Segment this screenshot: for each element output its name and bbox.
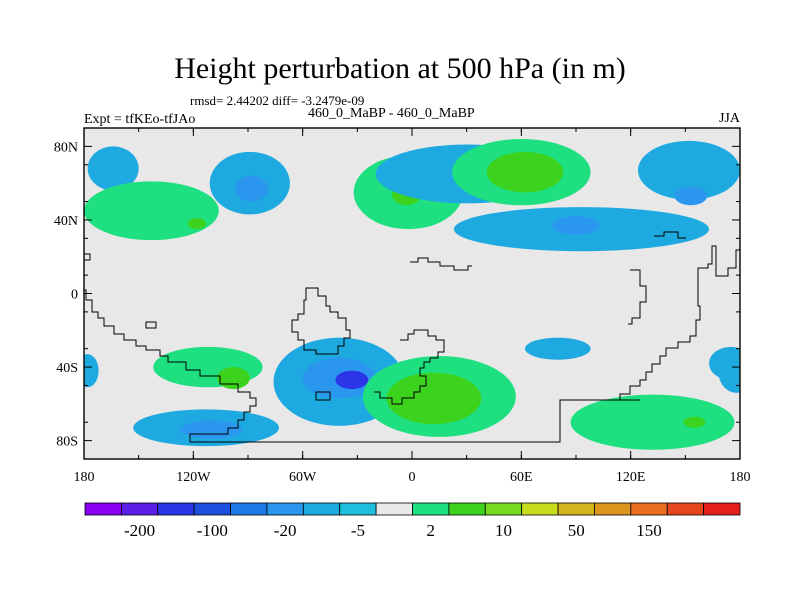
colorbar-swatch: [630, 502, 668, 516]
coastline-east-pacific: [619, 245, 740, 400]
contour-region-9: [486, 151, 564, 193]
coastline-west-edge: [84, 253, 91, 261]
colorbar-swatch: [230, 502, 268, 516]
colorbar-label: 10: [495, 521, 512, 540]
coastline-south-small: [315, 391, 331, 401]
contour-region-2: [235, 175, 269, 202]
colorbar-label: 150: [636, 521, 662, 540]
contour-region-12: [637, 140, 740, 200]
colorbar-label: 50: [568, 521, 585, 540]
colorbar-label: -5: [351, 521, 365, 540]
colorbar-swatch: [339, 502, 377, 516]
contour-region-17: [84, 354, 99, 388]
contour-region-24: [386, 372, 482, 425]
contour-region-27: [570, 394, 735, 450]
coastline-pacific-island: [628, 269, 647, 325]
x-tick-label: 60E: [510, 470, 533, 485]
contour-region-13: [674, 186, 708, 206]
contour-region-16: [718, 348, 740, 393]
coastline-central: [291, 287, 351, 355]
colorbar-swatch: [484, 502, 523, 516]
case-label: 460_0_MaBP - 460_0_MaBP: [308, 106, 475, 121]
colorbar-swatch: [375, 502, 413, 516]
coastline-east: [410, 257, 472, 271]
contour-region-22: [335, 370, 369, 390]
x-axis: 180 120W 60W 0 60E 120E 180: [74, 128, 751, 485]
experiment-label: Expt = tfKEo-tfJAo: [84, 112, 196, 127]
coastline-africa: [374, 329, 445, 405]
contour-region-28: [683, 416, 706, 428]
x-tick-label: 0: [409, 470, 416, 485]
y-tick-label: 80S: [56, 435, 78, 450]
contour-region-4: [187, 218, 207, 230]
y-tick-label: 40S: [56, 361, 78, 376]
chart-title: Height perturbation at 500 hPa (in m): [174, 52, 626, 85]
colorbar-label: -20: [274, 521, 297, 540]
contour-region-0: [87, 146, 139, 191]
colorbar-swatch: [412, 502, 450, 516]
colorbar-swatch: [266, 502, 304, 516]
contour-region-3: [84, 181, 219, 241]
colorbar-swatch: [302, 502, 341, 516]
y-tick-label: 80N: [54, 140, 78, 155]
colorbar-swatch: [120, 502, 159, 516]
colorbar-swatch: [594, 502, 632, 516]
y-tick-label: 0: [71, 288, 78, 303]
contour-region-11: [552, 216, 600, 235]
y-axis: 80N 40N 0 40S 80S: [54, 127, 740, 460]
x-tick-label: 120W: [176, 470, 211, 485]
colorbar-swatch: [557, 502, 595, 516]
colorbar-label: 2: [426, 521, 435, 540]
y-tick-label: 40N: [54, 214, 78, 229]
colorbar-swatch: [448, 502, 486, 516]
colorbar-swatch: [521, 502, 559, 516]
colorbar-swatch: [703, 502, 741, 516]
x-tick-label: 120E: [616, 470, 646, 485]
contour-region-19: [217, 367, 250, 390]
colorbar: -200 -100 -20 -5 2 10 50 150: [84, 502, 741, 540]
x-tick-label: 180: [74, 470, 95, 485]
colorbar-swatch: [193, 502, 231, 516]
colorbar-label: -200: [124, 521, 155, 540]
contour-region-14: [524, 337, 591, 360]
colorbar-label: -100: [197, 521, 228, 540]
colorbar-swatch: [666, 502, 705, 516]
coastline-northeast: [654, 231, 686, 239]
coastline-layer: [84, 231, 740, 443]
coastline-south-america: [84, 289, 640, 443]
contour-fill-layer: [84, 139, 740, 450]
colorbar-swatch: [157, 502, 195, 516]
x-tick-label: 180: [730, 470, 751, 485]
stats-line: rmsd= 2.44202 diff= -3.2479e-09: [190, 93, 365, 108]
coastline-southwest: [145, 321, 157, 329]
season-label: JJA: [718, 111, 740, 126]
colorbar-swatch: [84, 502, 122, 516]
x-tick-label: 60W: [289, 470, 317, 485]
